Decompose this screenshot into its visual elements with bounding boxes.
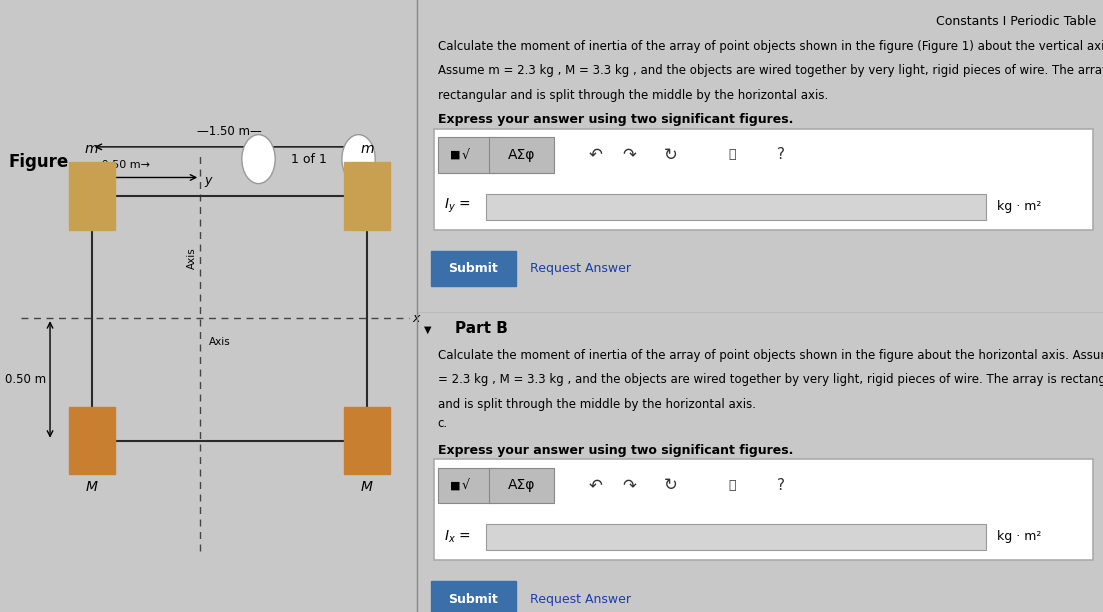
Text: ■: ■ xyxy=(450,150,460,160)
Text: ↻: ↻ xyxy=(664,476,677,494)
Circle shape xyxy=(242,135,275,184)
Text: ΑΣφ: ΑΣφ xyxy=(508,479,536,492)
Text: kg · m²: kg · m² xyxy=(997,530,1041,543)
Text: ΑΣφ: ΑΣφ xyxy=(508,148,536,162)
Text: ↶: ↶ xyxy=(588,146,602,164)
Text: Axis: Axis xyxy=(208,337,231,346)
FancyBboxPatch shape xyxy=(489,468,554,503)
Bar xyxy=(68,407,115,474)
Text: 1 of 1: 1 of 1 xyxy=(290,152,326,166)
FancyBboxPatch shape xyxy=(430,581,516,612)
Text: $I_y$ =: $I_y$ = xyxy=(445,197,471,215)
FancyBboxPatch shape xyxy=(438,468,496,503)
Text: ▼: ▼ xyxy=(424,324,431,334)
Text: Express your answer using two significant figures.: Express your answer using two significan… xyxy=(438,113,793,126)
Text: ?: ? xyxy=(777,147,784,162)
FancyBboxPatch shape xyxy=(430,251,516,286)
Text: rectangular and is split through the middle by the horizontal axis.: rectangular and is split through the mid… xyxy=(438,89,827,102)
Text: Figure: Figure xyxy=(9,154,68,171)
Text: Request Answer: Request Answer xyxy=(531,592,631,606)
Text: Constants I Periodic Table: Constants I Periodic Table xyxy=(935,15,1096,28)
Text: —1.50 m—: —1.50 m— xyxy=(197,125,261,138)
Text: √: √ xyxy=(461,479,470,492)
Circle shape xyxy=(342,135,375,184)
Text: ■: ■ xyxy=(450,480,460,490)
Bar xyxy=(485,194,986,220)
Text: >: > xyxy=(354,154,363,164)
FancyBboxPatch shape xyxy=(435,459,1093,560)
Text: ↷: ↷ xyxy=(623,146,636,164)
Text: ↷: ↷ xyxy=(623,476,636,494)
Text: = 2.3 kg , M = 3.3 kg , and the objects are wired together by very light, rigid : = 2.3 kg , M = 3.3 kg , and the objects … xyxy=(438,373,1103,386)
Bar xyxy=(344,407,389,474)
Text: –0.50 m→: –0.50 m→ xyxy=(96,160,150,170)
Text: Axis: Axis xyxy=(186,247,196,269)
Text: Express your answer using two significant figures.: Express your answer using two significan… xyxy=(438,444,793,457)
Text: M: M xyxy=(86,480,98,494)
Text: x: x xyxy=(413,312,420,325)
Text: and is split through the middle by the horizontal axis.: and is split through the middle by the h… xyxy=(438,398,756,411)
Text: Submit: Submit xyxy=(448,592,499,606)
Bar xyxy=(485,524,986,550)
Text: Assume m = 2.3 kg , M = 3.3 kg , and the objects are wired together by very ligh: Assume m = 2.3 kg , M = 3.3 kg , and the… xyxy=(438,64,1103,77)
Text: Calculate the moment of inertia of the array of point objects shown in the figur: Calculate the moment of inertia of the a… xyxy=(438,40,1103,53)
Text: ⌷: ⌷ xyxy=(729,479,737,492)
Text: m: m xyxy=(85,142,98,156)
Bar xyxy=(68,162,115,230)
Text: Calculate the moment of inertia of the array of point objects shown in the figur: Calculate the moment of inertia of the a… xyxy=(438,349,1103,362)
Text: ?: ? xyxy=(777,478,784,493)
Text: √: √ xyxy=(461,148,470,162)
Text: ↶: ↶ xyxy=(588,476,602,494)
Text: $I_x$ =: $I_x$ = xyxy=(445,529,471,545)
Text: y: y xyxy=(204,174,212,187)
Text: 0.50 m: 0.50 m xyxy=(4,373,46,386)
FancyBboxPatch shape xyxy=(435,129,1093,230)
Bar xyxy=(344,162,389,230)
FancyBboxPatch shape xyxy=(438,137,496,173)
Text: <: < xyxy=(254,154,264,164)
Text: m: m xyxy=(361,142,374,156)
Text: Part B: Part B xyxy=(454,321,507,337)
Text: kg · m²: kg · m² xyxy=(997,200,1041,213)
Text: M: M xyxy=(361,480,373,494)
Text: ↻: ↻ xyxy=(664,146,677,164)
Text: ⌷: ⌷ xyxy=(729,148,737,162)
Text: Request Answer: Request Answer xyxy=(531,262,631,275)
Text: c.: c. xyxy=(438,417,448,430)
Text: Submit: Submit xyxy=(448,262,499,275)
FancyBboxPatch shape xyxy=(489,137,554,173)
